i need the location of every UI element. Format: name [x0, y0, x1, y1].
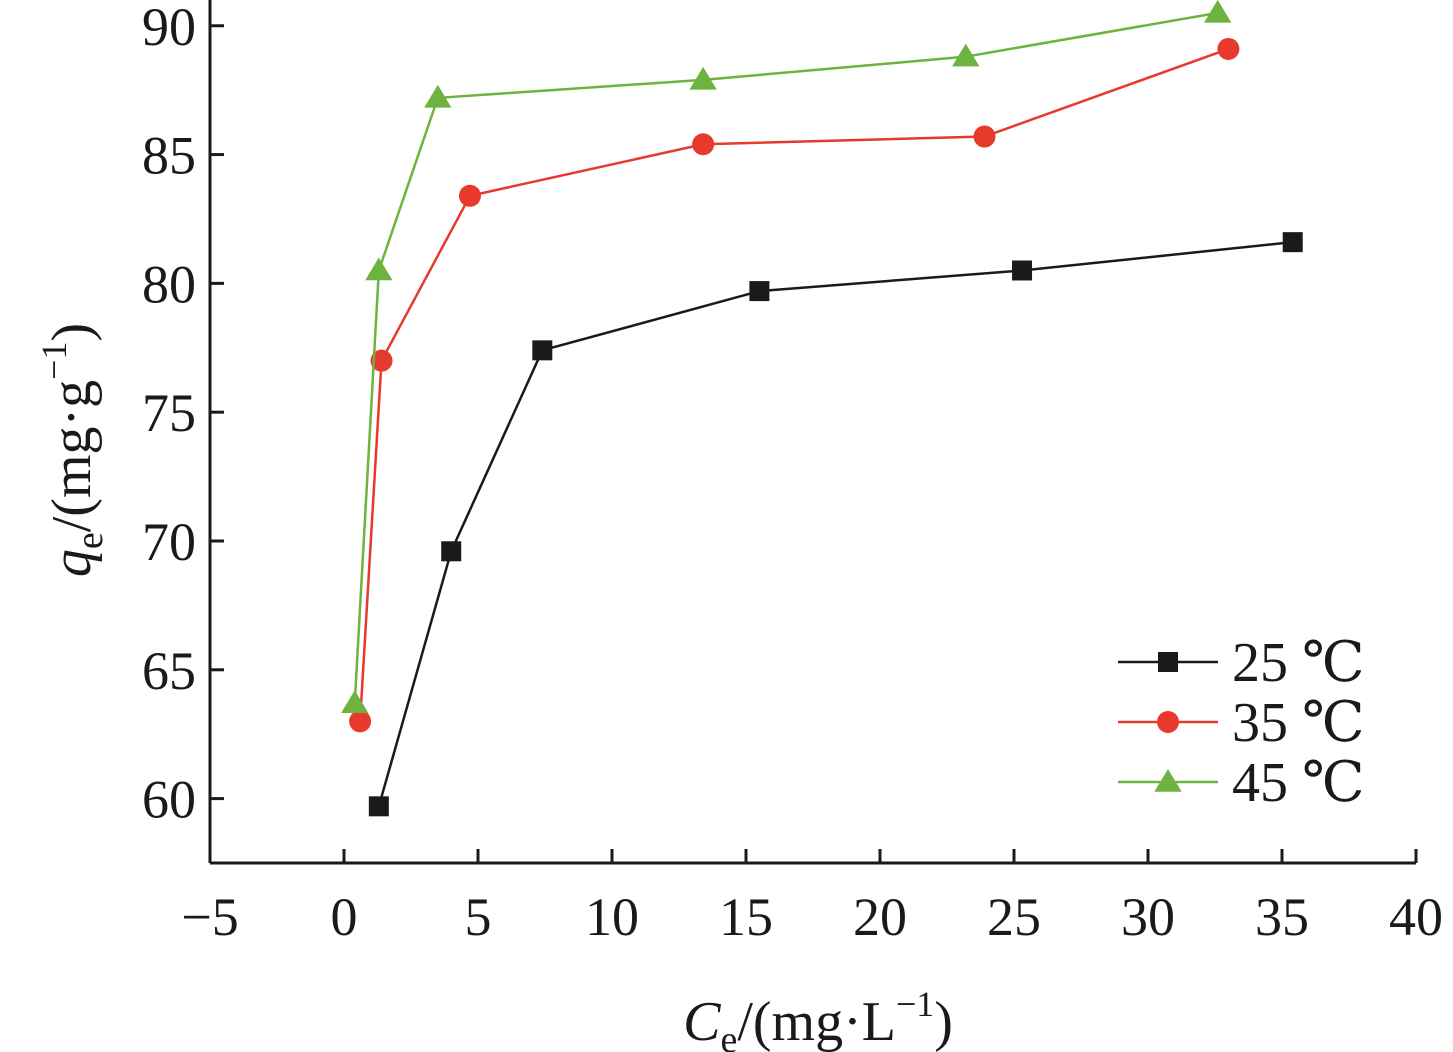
- y-axis-title: qe/(mg·g−1): [34, 323, 111, 577]
- x-tick-label: 20: [853, 887, 907, 947]
- data-point-circle: [1157, 711, 1179, 733]
- x-tick-label: 10: [585, 887, 639, 947]
- y-tick-label: 65: [142, 641, 196, 701]
- data-point-square: [441, 541, 462, 562]
- y-tick-label: 85: [142, 126, 196, 186]
- data-point-triangle: [952, 43, 980, 67]
- series-layer: [341, 0, 1303, 817]
- data-point-triangle: [341, 690, 369, 714]
- x-tick-label: 15: [719, 887, 773, 947]
- x-tick-label: 40: [1389, 887, 1443, 947]
- data-point-triangle: [424, 84, 452, 108]
- series-line: [358, 47, 1229, 722]
- data-point-square: [1012, 260, 1033, 281]
- y-tick-label: 60: [142, 770, 196, 830]
- data-point-circle: [349, 710, 372, 733]
- series-2: [349, 37, 1240, 733]
- data-point-circle: [1217, 37, 1240, 60]
- legend-label: 25 ℃: [1232, 632, 1365, 694]
- legend: 25 ℃35 ℃45 ℃: [1118, 632, 1365, 814]
- data-point-triangle: [365, 257, 393, 281]
- y-tick-label: 70: [142, 512, 196, 572]
- legend-item: 25 ℃: [1118, 632, 1365, 694]
- x-tick-label: 35: [1255, 887, 1309, 947]
- series-line: [353, 11, 1218, 704]
- x-tick-label: −5: [181, 887, 238, 947]
- x-axis-title: Ce/(mg·L−1): [683, 984, 953, 1052]
- x-tick-label: 5: [465, 887, 492, 947]
- data-point-square: [368, 796, 389, 817]
- data-point-square: [532, 340, 553, 361]
- y-tick-label: 75: [142, 383, 196, 443]
- series-1: [368, 232, 1303, 817]
- data-point-circle: [370, 349, 393, 372]
- data-point-triangle: [1154, 769, 1182, 792]
- data-point-circle: [692, 133, 715, 156]
- series-3: [341, 0, 1232, 714]
- x-tick-label: 25: [987, 887, 1041, 947]
- y-tick-label: 90: [142, 0, 196, 57]
- x-tick-label: 0: [331, 887, 358, 947]
- y-ticks: 60 65 70 75 80 85 90: [142, 0, 224, 830]
- legend-item: 45 ℃: [1118, 752, 1365, 814]
- data-point-triangle: [1204, 0, 1232, 23]
- data-point-circle: [973, 125, 996, 148]
- data-point-square: [1158, 652, 1178, 672]
- legend-item: 35 ℃: [1118, 692, 1365, 754]
- x-ticks: −5 0 5 10 15 20 25 30 35 40: [181, 849, 1443, 947]
- data-point-square: [749, 281, 770, 302]
- y-tick-label: 80: [142, 254, 196, 314]
- legend-label: 45 ℃: [1232, 752, 1365, 814]
- series-line: [377, 240, 1293, 807]
- data-point-square: [1282, 232, 1303, 253]
- data-point-circle: [458, 184, 481, 207]
- legend-label: 35 ℃: [1232, 692, 1365, 754]
- axes: [208, 0, 1416, 865]
- x-tick-label: 30: [1121, 887, 1175, 947]
- data-point-triangle: [689, 66, 717, 90]
